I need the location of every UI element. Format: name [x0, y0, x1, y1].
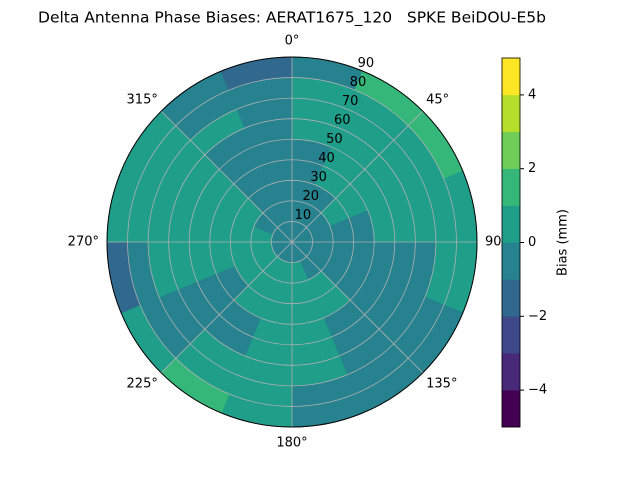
radial-tick-label: 90	[358, 56, 375, 71]
angular-tick-label: 180°	[276, 436, 307, 451]
angular-tick-label: 225°	[127, 377, 158, 392]
colorbar-band	[501, 279, 521, 317]
polar-frame	[106, 56, 478, 428]
colorbar-label: Bias (mm)	[556, 209, 571, 276]
radial-tick-label: 70	[342, 94, 359, 109]
angular-grid-line	[160, 241, 293, 374]
radial-tick-label: 30	[310, 170, 327, 185]
colorbar-band	[501, 131, 521, 169]
colorbar-band	[501, 316, 521, 354]
colorbar-tick-label: 4	[528, 87, 536, 102]
radial-tick-label: 50	[326, 132, 343, 147]
colorbar-band	[501, 205, 521, 243]
angular-tick-label: 45°	[426, 92, 449, 107]
tick-labels: 0°45°90°135°180°225°270°315°102030405060…	[68, 34, 508, 451]
angular-tick-label: 315°	[127, 92, 158, 107]
radial-tick-label: 60	[334, 113, 351, 128]
grid	[106, 56, 478, 428]
radial-tick-label: 80	[350, 75, 367, 90]
colorbar: −4 −2 0 2 4 Bias (mm)	[501, 57, 571, 428]
angular-tick-label: 270°	[68, 235, 99, 250]
radial-tick-label: 10	[295, 208, 312, 223]
chart-title: Delta Antenna Phase Biases: AERAT1675_12…	[38, 9, 546, 28]
radial-tick-label: 20	[303, 189, 320, 204]
colorbar-band	[501, 242, 521, 280]
colorbar-band	[501, 168, 521, 206]
colorbar-band	[501, 352, 521, 391]
colorbar-band	[501, 389, 521, 428]
colorbar-tick-label: 2	[528, 161, 536, 176]
angular-tick-label: 135°	[426, 377, 457, 392]
colorbar-band	[501, 94, 521, 133]
angular-tick-label: 0°	[285, 34, 300, 49]
radial-tick-label: 40	[318, 151, 335, 166]
angular-grid-line	[291, 241, 424, 374]
colorbar-band	[501, 57, 521, 96]
angular-grid-line	[160, 110, 293, 243]
colorbar-tick-label: −4	[528, 383, 547, 398]
colorbar-tick-label: −2	[528, 309, 547, 324]
colorbar-tick-label: 0	[528, 235, 536, 250]
angular-grid-line	[291, 110, 424, 243]
